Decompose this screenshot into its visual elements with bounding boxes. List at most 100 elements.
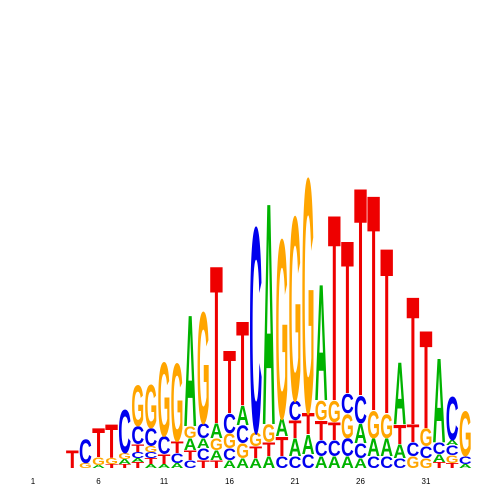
logo-letter: T xyxy=(302,406,315,441)
logo-letter: C xyxy=(223,408,236,439)
logo-letter: T xyxy=(420,302,433,459)
logo-letter: C xyxy=(433,439,446,458)
logo-letter: G xyxy=(197,280,210,459)
logo-letter: G xyxy=(406,453,419,472)
logo-letter: T xyxy=(197,458,211,471)
logo-letter: T xyxy=(406,258,419,463)
logo-letter: G xyxy=(367,404,380,447)
logo-letter: A xyxy=(315,453,328,472)
logo-letter: A xyxy=(275,413,288,442)
logo-letter: G xyxy=(446,453,459,466)
logo-letter: A xyxy=(262,136,275,492)
logo-letter: A xyxy=(433,453,446,465)
logo-letter: C xyxy=(197,420,210,444)
logo-letter: A xyxy=(184,435,197,454)
logo-letter: A xyxy=(289,433,302,462)
logo-letter: C xyxy=(380,453,393,472)
logo-letter: G xyxy=(210,435,223,454)
logo-letter: C xyxy=(354,390,367,432)
logo-letter: A xyxy=(249,457,262,472)
logo-letter: C xyxy=(446,444,459,459)
logo-letter: G xyxy=(79,462,92,470)
logo-letter: G xyxy=(171,340,184,464)
logo-letter: C xyxy=(118,396,131,467)
logo-letter: A xyxy=(354,457,367,472)
logo-letter: G xyxy=(184,423,197,442)
logo-letter: T xyxy=(433,461,446,470)
logo-letter: A xyxy=(393,440,406,462)
logo-letter: C xyxy=(197,445,210,464)
logo-letter: G xyxy=(236,439,249,462)
logo-letter: C xyxy=(131,421,144,450)
logo-letter: A xyxy=(302,429,315,460)
logo-letter: A xyxy=(144,463,157,469)
logo-letter: C xyxy=(289,395,302,426)
logo-letter: T xyxy=(118,463,132,469)
x-tick-label: 21 xyxy=(291,477,300,486)
logo-letter: C xyxy=(341,388,354,419)
logo-letter: A xyxy=(380,433,393,462)
logo-letter: T xyxy=(105,463,119,469)
x-tick-label: 6 xyxy=(96,477,101,486)
logo-letter: T xyxy=(184,448,197,464)
logo-letter: T xyxy=(105,414,118,469)
logo-letter: A xyxy=(433,334,446,468)
logo-letter: G xyxy=(131,374,144,439)
logo-letter: T xyxy=(236,296,249,431)
logo-letter: A xyxy=(158,463,171,469)
logo-letter: C xyxy=(184,459,197,471)
logo-letter: T xyxy=(144,457,157,466)
logo-letter: G xyxy=(289,161,302,456)
logo-letter: A xyxy=(197,437,210,452)
x-tick-label: 1 xyxy=(31,477,36,486)
logo-letter: T xyxy=(328,160,341,457)
logo-letter: A xyxy=(210,420,223,444)
logo-letter: T xyxy=(380,197,393,463)
logo-letter: A xyxy=(171,462,184,470)
logo-letter: C xyxy=(302,450,315,472)
logo-letter: A xyxy=(341,453,354,472)
logo-letter: C xyxy=(144,450,157,460)
logo-letter: G xyxy=(118,451,131,461)
logo-letter: C xyxy=(223,445,236,464)
logo-letter: C xyxy=(315,437,328,461)
logo-letter: G xyxy=(420,425,433,452)
logo-letter: C xyxy=(131,450,144,460)
logo-letter: C xyxy=(144,423,157,452)
logo-letter: T xyxy=(315,416,328,446)
logo-letter: A xyxy=(262,453,275,472)
logo-letter: C xyxy=(158,431,171,460)
logo-letter: T xyxy=(131,442,145,455)
logo-letter: G xyxy=(459,398,472,469)
logo-letter: T xyxy=(289,415,302,443)
logo-letter: T xyxy=(328,417,341,445)
logo-letter: G xyxy=(158,342,171,459)
logo-letter: C xyxy=(236,420,249,449)
logo-letter: C xyxy=(367,453,380,472)
logo-letter: T xyxy=(262,440,275,461)
logo-letter: A xyxy=(328,453,341,472)
logo-letter: A xyxy=(131,457,144,463)
logo-letter: G xyxy=(302,110,315,484)
logo-letter: C xyxy=(406,438,419,460)
logo-letter: A xyxy=(92,464,105,469)
x-tick-label: 26 xyxy=(356,477,365,486)
logo-letter: A xyxy=(118,458,131,466)
logo-letter: A xyxy=(184,283,197,462)
logo-letter: T xyxy=(275,432,288,462)
logo-letter: C xyxy=(446,383,459,454)
logo-letter: G xyxy=(380,406,393,446)
logo-letter: C xyxy=(275,453,288,472)
logo-letter: T xyxy=(210,458,224,471)
logo-letter: A xyxy=(210,449,223,464)
logo-letter: G xyxy=(328,396,341,430)
logo-letter: C xyxy=(289,453,302,472)
logo-letter: A xyxy=(315,251,328,437)
logo-letter: T xyxy=(171,439,184,457)
logo-letter: G xyxy=(262,421,275,448)
logo-letter: G xyxy=(341,406,354,446)
logo-letter: C xyxy=(79,432,92,471)
logo-letter: T xyxy=(210,219,223,472)
logo-letter: G xyxy=(92,455,105,468)
